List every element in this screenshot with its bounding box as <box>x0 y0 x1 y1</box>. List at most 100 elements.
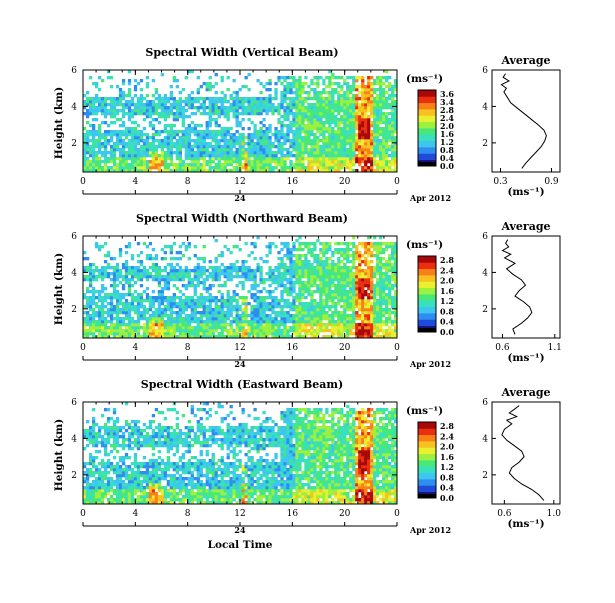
heatmap-cell <box>343 287 346 290</box>
heatmap-cell <box>301 248 304 251</box>
heatmap-cell <box>379 79 382 82</box>
heatmap-cell <box>337 260 340 263</box>
heatmap-cell <box>203 269 206 272</box>
heatmap-cell <box>89 284 92 287</box>
heatmap-cell <box>179 145 182 148</box>
heatmap-cell <box>242 100 245 103</box>
heatmap-cell <box>250 275 253 278</box>
heatmap-cell <box>167 145 170 148</box>
heatmap-cell <box>253 154 256 157</box>
heatmap-cell <box>355 85 358 88</box>
heatmap-cell <box>349 106 352 109</box>
heatmap-cell <box>295 136 298 139</box>
heatmap-cell <box>233 329 236 332</box>
heatmap-cell <box>152 299 155 302</box>
heatmap-cell <box>221 157 224 160</box>
heatmap-cell <box>149 142 152 145</box>
heatmap-cell <box>134 103 137 106</box>
heatmap-cell <box>274 302 277 305</box>
heatmap-cell <box>188 323 191 326</box>
heatmap-cell <box>253 308 256 311</box>
heatmap-cell <box>146 317 149 320</box>
heatmap-cell <box>307 314 310 317</box>
heatmap-cell <box>286 329 289 332</box>
heatmap-cell <box>337 296 340 299</box>
heatmap-cell <box>304 130 307 133</box>
heatmap-cell <box>209 317 212 320</box>
heatmap-cell <box>343 121 346 124</box>
heatmap-cell <box>86 314 89 317</box>
heatmap-cell <box>331 314 334 317</box>
heatmap-cell <box>185 130 188 133</box>
heatmap-cell <box>340 266 343 269</box>
heatmap-cell <box>143 269 146 272</box>
heatmap-cell <box>367 245 370 248</box>
heatmap-cell <box>319 124 322 127</box>
heatmap-cell <box>173 320 176 323</box>
heatmap-cell <box>233 245 236 248</box>
heatmap-cell <box>376 154 379 157</box>
heatmap-cell <box>391 329 394 332</box>
heatmap-cell <box>337 94 340 97</box>
heatmap-cell <box>233 109 236 112</box>
heatmap-cell <box>152 166 155 169</box>
heatmap-cell <box>191 121 194 124</box>
heatmap-cell <box>352 317 355 320</box>
heatmap-cell <box>236 163 239 166</box>
heatmap-cell <box>340 320 343 323</box>
heatmap-cell <box>256 142 259 145</box>
heatmap-cell <box>334 278 337 281</box>
heatmap-cell <box>334 118 337 121</box>
heatmap-cell <box>92 332 95 335</box>
heatmap-cell <box>206 160 209 163</box>
heatmap-cell <box>125 329 128 332</box>
heatmap-cell <box>98 160 101 163</box>
heatmap-cell <box>337 269 340 272</box>
heatmap-cell <box>95 142 98 145</box>
heatmap-cell <box>316 302 319 305</box>
heatmap-cell <box>203 326 206 329</box>
heatmap-cell <box>277 329 280 332</box>
heatmap-cell <box>209 332 212 335</box>
heatmap-cell <box>146 278 149 281</box>
heatmap-cell <box>268 154 271 157</box>
heatmap-cell <box>280 281 283 284</box>
heatmap-cell <box>128 332 131 335</box>
heatmap-cell <box>352 284 355 287</box>
heatmap-cell <box>227 76 230 79</box>
heatmap-cell <box>334 332 337 335</box>
heatmap-cell <box>331 166 334 169</box>
heatmap-cell <box>161 142 164 145</box>
heatmap-cell <box>143 266 146 269</box>
heatmap-cell <box>367 154 370 157</box>
heatmap-cell <box>322 79 325 82</box>
heatmap-cell <box>367 293 370 296</box>
heatmap-cell <box>367 332 370 335</box>
heatmap-cell <box>319 118 322 121</box>
heatmap-cell <box>262 296 265 299</box>
heatmap-cell <box>343 94 346 97</box>
heatmap-cell <box>122 94 125 97</box>
heatmap-cell <box>292 79 295 82</box>
heatmap-cell <box>164 329 167 332</box>
heatmap-cell <box>230 329 233 332</box>
heatmap-cell <box>152 133 155 136</box>
heatmap-cell <box>265 103 268 106</box>
heatmap-cell <box>137 142 140 145</box>
heatmap-cell <box>256 166 259 169</box>
heatmap-cell <box>122 320 125 323</box>
heatmap-cell <box>101 154 104 157</box>
heatmap-cell <box>203 320 206 323</box>
heatmap-cell <box>182 305 185 308</box>
heatmap-cell <box>322 106 325 109</box>
heatmap-cell <box>388 112 391 115</box>
heatmap-cell <box>295 311 298 314</box>
heatmap-cell <box>331 106 334 109</box>
heatmap-cell <box>137 166 140 169</box>
heatmap-cell <box>107 142 110 145</box>
heatmap-cell <box>310 115 313 118</box>
heatmap-cell <box>316 157 319 160</box>
heatmap-cell <box>242 287 245 290</box>
heatmap-cell <box>149 308 152 311</box>
heatmap-cell <box>262 317 265 320</box>
